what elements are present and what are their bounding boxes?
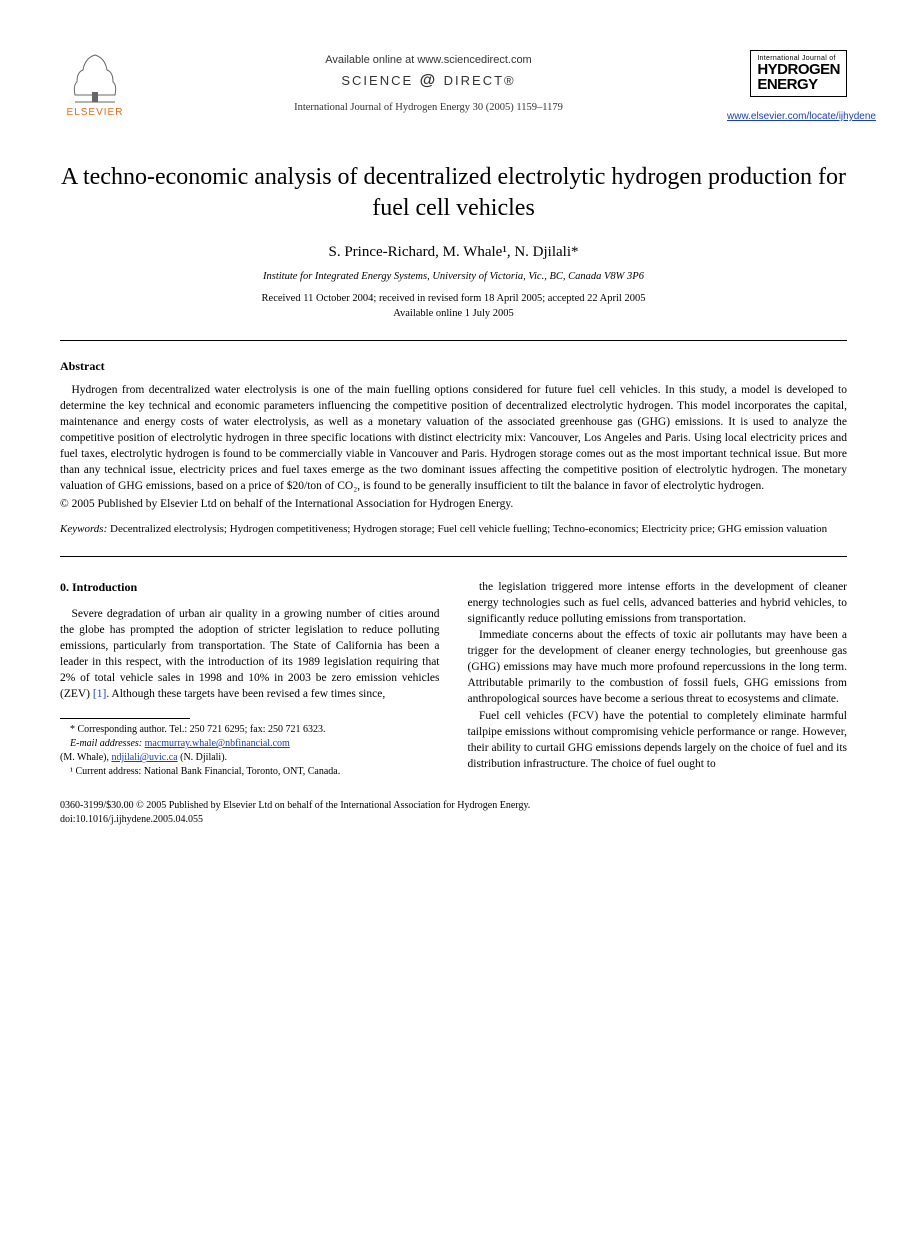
- page-footer: 0360-3199/$30.00 © 2005 Published by Els…: [60, 799, 847, 827]
- email-link-1[interactable]: macmurray.whale@nbfinancial.com: [145, 738, 290, 749]
- intro-p1b: . Although these targets have been revis…: [106, 688, 385, 700]
- page-header: ELSEVIER Available online at www.science…: [60, 50, 847, 130]
- email2-who: (N. Djilali).: [178, 752, 227, 763]
- sciencedirect-right: DIRECT®: [444, 73, 516, 88]
- citation-line: International Journal of Hydrogen Energy…: [130, 102, 727, 113]
- publisher-name: ELSEVIER: [67, 107, 124, 118]
- email-label: E-mail addresses:: [70, 738, 142, 749]
- keywords-text: Decentralized electrolysis; Hydrogen com…: [107, 523, 827, 535]
- dates-line2: Available online 1 July 2005: [60, 307, 847, 322]
- footnote-emails: E-mail addresses: macmurray.whale@nbfina…: [60, 737, 440, 751]
- footnote-email-who: (M. Whale), ndjilali@uvic.ca (N. Djilali…: [60, 751, 440, 765]
- footnote-1: ¹ Current address: National Bank Financi…: [60, 765, 440, 779]
- intro-heading: 0. Introduction: [60, 579, 440, 596]
- journal-badge: International Journal of HYDROGEN ENERGY: [750, 50, 847, 97]
- affiliation-line: Institute for Integrated Energy Systems,…: [60, 271, 847, 282]
- rule-above-abstract: [60, 340, 847, 341]
- abstract-heading: Abstract: [60, 359, 847, 374]
- intro-p2: the legislation triggered more intense e…: [468, 579, 848, 627]
- at-icon: @: [413, 72, 444, 89]
- available-online-text: Available online at www.sciencedirect.co…: [130, 54, 727, 66]
- intro-p1: Severe degradation of urban air quality …: [60, 606, 440, 703]
- email-link-2[interactable]: ndjilali@uvic.ca: [111, 752, 177, 763]
- sciencedirect-left: SCIENCE: [341, 73, 413, 88]
- intro-p1a: Severe degradation of urban air quality …: [60, 608, 440, 700]
- keywords-block: Keywords: Decentralized electrolysis; Hy…: [60, 522, 847, 537]
- rule-below-keywords: [60, 556, 847, 557]
- authors-line: S. Prince-Richard, M. Whale¹, N. Djilali…: [60, 244, 847, 261]
- abstract-copyright: © 2005 Published by Elsevier Ltd on beha…: [60, 498, 847, 510]
- column-right: the legislation triggered more intense e…: [468, 579, 848, 779]
- footnotes-block: * Corresponding author. Tel.: 250 721 62…: [60, 723, 440, 779]
- email1-who: (M. Whale),: [60, 752, 111, 763]
- footnote-corresponding: * Corresponding author. Tel.: 250 721 62…: [60, 723, 440, 737]
- journal-badge-line2: ENERGY: [757, 77, 840, 92]
- ref-link-1[interactable]: [1]: [93, 688, 106, 700]
- dates-block: Received 11 October 2004; received in re…: [60, 292, 847, 321]
- sciencedirect-logo: SCIENCE @ DIRECT®: [130, 72, 727, 90]
- elsevier-tree-icon: [65, 50, 125, 105]
- intro-p3: Immediate concerns about the effects of …: [468, 627, 848, 707]
- intro-p4: Fuel cell vehicles (FCV) have the potent…: [468, 708, 848, 772]
- abstract-text: Hydrogen from decentralized water electr…: [60, 382, 847, 495]
- journal-badge-line1: HYDROGEN: [757, 62, 840, 77]
- column-left: 0. Introduction Severe degradation of ur…: [60, 579, 440, 779]
- keywords-label: Keywords:: [60, 523, 107, 535]
- body-columns: 0. Introduction Severe degradation of ur…: [60, 579, 847, 779]
- footnote-rule: [60, 718, 190, 719]
- footer-line1: 0360-3199/$30.00 © 2005 Published by Els…: [60, 799, 847, 813]
- article-title: A techno-economic analysis of decentrali…: [60, 162, 847, 224]
- dates-line1: Received 11 October 2004; received in re…: [60, 292, 847, 307]
- journal-url-link[interactable]: www.elsevier.com/locate/ijhydene: [727, 111, 847, 122]
- header-center: Available online at www.sciencedirect.co…: [130, 50, 727, 113]
- publisher-logo: ELSEVIER: [60, 50, 130, 130]
- footer-doi: doi:10.1016/j.ijhydene.2005.04.055: [60, 813, 847, 827]
- journal-logo-block: International Journal of HYDROGEN ENERGY…: [727, 50, 847, 122]
